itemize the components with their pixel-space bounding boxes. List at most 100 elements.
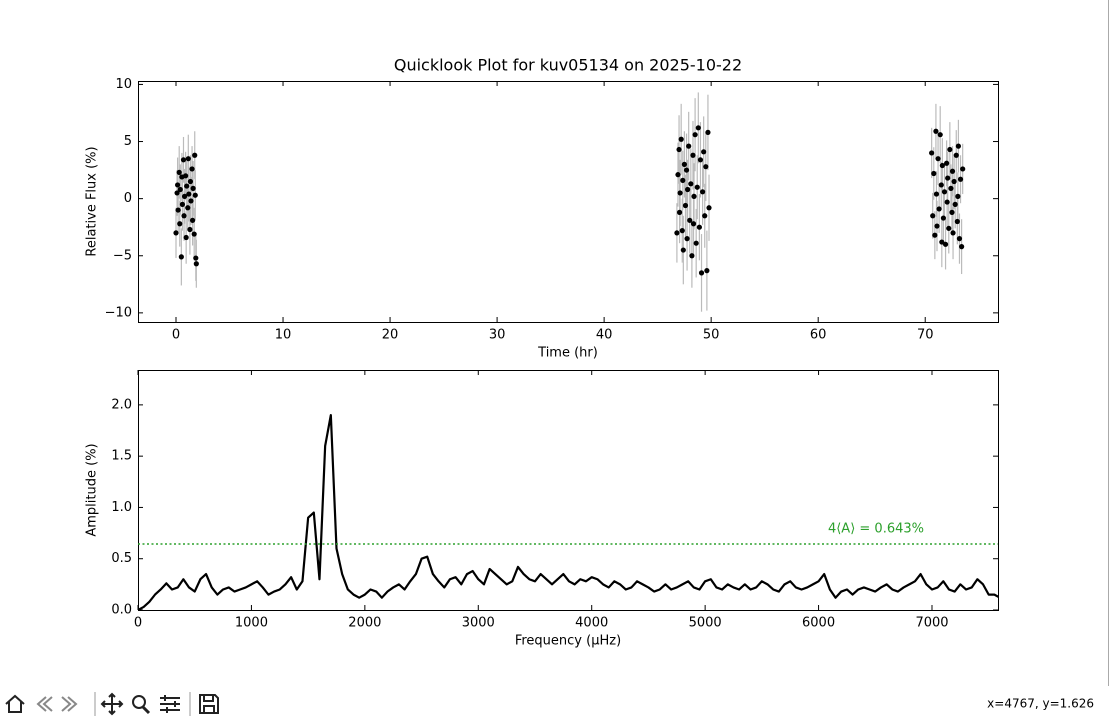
cursor-status: x=4767, y=1.626 — [987, 697, 1094, 711]
data-point — [190, 185, 196, 191]
x-tick-label: 60 — [810, 328, 827, 343]
y-tick-label: 0.5 — [111, 551, 132, 566]
x-tick-label: 40 — [596, 328, 613, 343]
data-point — [692, 132, 698, 138]
x-tick-label: 7000 — [915, 616, 948, 631]
data-point — [676, 146, 682, 153]
data-point — [944, 160, 950, 166]
forward-button[interactable] — [61, 696, 78, 712]
data-point — [944, 199, 950, 205]
data-point — [189, 217, 196, 223]
data-point — [192, 152, 198, 158]
x-tick-label: 4000 — [575, 616, 608, 631]
data-point — [936, 206, 942, 212]
y-tick-label: −5 — [113, 248, 132, 263]
x-tick-label: 2000 — [348, 616, 381, 631]
data-point — [939, 239, 945, 245]
data-point — [689, 253, 695, 259]
data-point — [180, 157, 187, 163]
data-point — [938, 182, 944, 188]
x-tick-label: 70 — [917, 328, 934, 343]
data-point — [175, 207, 181, 213]
data-point — [185, 205, 191, 211]
data-point — [929, 150, 935, 156]
data-point — [678, 136, 684, 142]
threshold-label: 4⟨A⟩ = 0.643% — [828, 522, 924, 537]
data-point — [705, 129, 711, 135]
x-tick-label: 20 — [382, 328, 399, 343]
data-point — [685, 186, 691, 193]
data-point — [704, 268, 710, 274]
data-point — [185, 156, 191, 162]
back-button[interactable] — [36, 696, 53, 712]
data-point — [696, 224, 702, 230]
data-point — [691, 193, 697, 199]
data-point — [188, 198, 194, 204]
data-point — [176, 169, 182, 175]
data-point — [933, 191, 940, 197]
x-tick-label: 0 — [172, 328, 180, 343]
data-point — [690, 221, 697, 227]
data-point — [192, 192, 198, 198]
chart-title: Quicklook Plot for kuv05134 on 2025-10-2… — [394, 56, 742, 75]
plots: 0 10 20 30 40 50 60 70 −10 −5 0 5 10 Quicklook Plot f… — [85, 56, 999, 649]
data-point — [937, 132, 943, 138]
data-point — [960, 166, 966, 172]
data-point — [187, 178, 194, 185]
data-point — [935, 156, 941, 162]
data-point — [945, 175, 951, 181]
data-point — [690, 152, 696, 158]
data-point — [186, 191, 192, 197]
data-point — [930, 213, 936, 219]
data-point — [191, 231, 197, 237]
y-tick-label: 2.0 — [111, 397, 132, 412]
data-point — [187, 226, 193, 233]
data-point — [951, 178, 957, 185]
save-button[interactable] — [199, 694, 219, 714]
data-point — [954, 218, 960, 225]
data-point — [676, 209, 683, 215]
data-point — [939, 162, 945, 169]
data-point — [946, 225, 952, 231]
configure-button[interactable] — [160, 695, 180, 713]
data-point — [175, 182, 181, 188]
data-point — [675, 172, 681, 178]
data-point — [177, 186, 183, 193]
data-point — [680, 247, 686, 253]
data-point — [949, 209, 955, 215]
x-tick-label: 5000 — [689, 616, 722, 631]
y-tick-label: 1.5 — [111, 449, 132, 464]
toolbar: x=4767, y=1.626 — [5, 692, 1094, 716]
x-tick-label: 10 — [275, 328, 292, 343]
data-point — [183, 234, 189, 241]
data-point — [959, 244, 965, 250]
data-point — [193, 261, 199, 267]
axes-frame — [138, 81, 999, 323]
data-point — [684, 236, 690, 242]
data-point — [686, 143, 692, 149]
data-point — [949, 168, 956, 174]
data-point — [933, 128, 939, 134]
x-tick-label: 30 — [489, 328, 506, 343]
data-point — [694, 184, 700, 190]
x-tick-label: 1000 — [235, 616, 268, 631]
data-point — [942, 241, 949, 247]
data-point — [189, 166, 195, 172]
data-point — [950, 230, 956, 236]
pan-button[interactable] — [100, 692, 124, 716]
data-point — [940, 215, 947, 221]
y-tick-label: 0.0 — [111, 603, 132, 618]
x-tick-label: 3000 — [462, 616, 495, 631]
data-point — [697, 157, 704, 163]
data-point — [177, 221, 183, 227]
x-axis-label: Time (hr) — [537, 346, 598, 361]
data-point — [680, 177, 686, 183]
data-point — [955, 143, 961, 149]
data-point — [932, 232, 938, 238]
home-button[interactable] — [5, 694, 25, 713]
spectrum-line — [138, 414, 998, 610]
data-point — [695, 125, 701, 131]
zoom-button[interactable] — [132, 695, 151, 715]
plot-area — [138, 414, 998, 610]
